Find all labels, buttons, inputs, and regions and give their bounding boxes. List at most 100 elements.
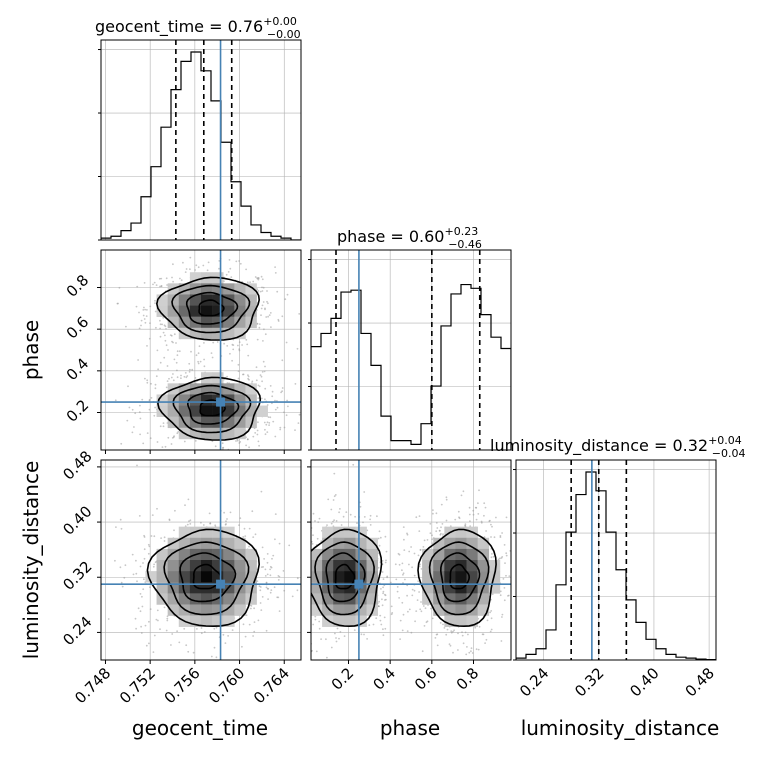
sample-point [156,349,159,352]
sample-point [146,345,148,347]
sample-point [196,471,198,473]
sample-point [165,386,168,389]
sample-point [188,520,190,522]
sample-point [270,326,272,328]
sample-point [143,306,145,309]
sample-point [446,628,449,631]
sample-point [505,552,508,555]
sample-point [501,613,504,616]
density-cell [344,526,356,539]
density-cell [422,560,434,572]
sample-point [183,627,186,630]
sample-point [458,517,461,520]
sample-point [142,309,145,311]
sample-point [163,540,166,542]
sample-point [149,305,152,308]
sample-point [200,632,203,635]
sample-point [206,269,209,272]
sample-point [260,314,262,317]
sample-point [349,513,352,516]
sample-point [366,638,368,640]
contour-line [428,541,490,616]
tick-labels: 0.748 0.752 0.756 0.760 0.764 0.2 0.4 0.6 0.8 0.2… [59,271,718,707]
sample-point [410,631,413,634]
sample-point [107,618,110,620]
sample-point [215,456,217,458]
density-cell [212,571,224,583]
sample-point [144,308,147,311]
sample-point [445,498,448,501]
sample-point [281,390,283,393]
sample-point [452,630,454,633]
sample-point [157,368,160,371]
y-tick-label: 0.24 [59,613,95,649]
sample-point [397,552,400,555]
sample-point [402,572,405,575]
sample-point [173,333,176,336]
x-tick-label: 0.2 [328,664,358,694]
sample-point [203,358,206,361]
sample-point [183,440,186,443]
density-cell [223,327,235,340]
sample-point [298,552,300,554]
sample-point [326,524,328,526]
sample-point [293,510,295,512]
density-cell [189,327,202,340]
density-cell [201,327,213,340]
sample-point [276,290,279,293]
sample-point [154,387,157,390]
sample-point [259,589,262,592]
sample-point [286,554,288,556]
histogram-luminosity_distance [516,471,716,660]
sample-point [453,629,455,632]
sample-point [272,554,275,557]
sample-point [501,532,503,534]
sample-point [246,438,249,441]
sample-point [165,277,168,280]
sample-point [156,609,159,612]
density-cell [455,593,467,605]
contour-line [179,552,237,603]
sample-point [378,600,380,603]
sample-point [467,633,469,636]
sample-point [168,519,171,522]
sample-point [203,452,205,454]
sample-point [260,375,263,378]
density-cell [466,615,478,627]
sample-point [305,566,307,568]
sample-point [154,383,157,386]
sample-point [401,562,404,565]
sample-point [448,643,451,646]
density-cell [234,294,246,306]
sample-point [134,617,137,620]
density-cell [344,571,356,583]
sample-point [303,573,305,575]
density-cell [212,383,224,395]
sample-point [210,655,213,658]
sample-point [246,281,249,284]
density-cell [344,615,356,627]
sample-point [229,511,232,514]
density-cell [234,560,246,572]
sample-point [174,509,176,512]
sample-point [287,405,289,408]
sample-point [266,431,269,433]
sample-point [263,370,266,373]
density-cell [234,305,246,317]
sample-point [153,563,156,566]
sample-point [492,555,495,558]
density-cell [234,537,246,550]
sample-point [98,284,100,286]
sample-point [160,285,163,287]
sample-point [484,642,486,644]
sample-point [259,586,262,588]
sample-point [276,406,279,409]
density-cell [433,582,445,594]
sample-point [429,522,432,525]
density-cell [455,604,467,616]
sample-point [150,397,153,399]
sample-point [384,561,387,564]
density-cell [433,604,445,616]
sample-point [334,494,337,496]
sample-point [283,426,286,429]
